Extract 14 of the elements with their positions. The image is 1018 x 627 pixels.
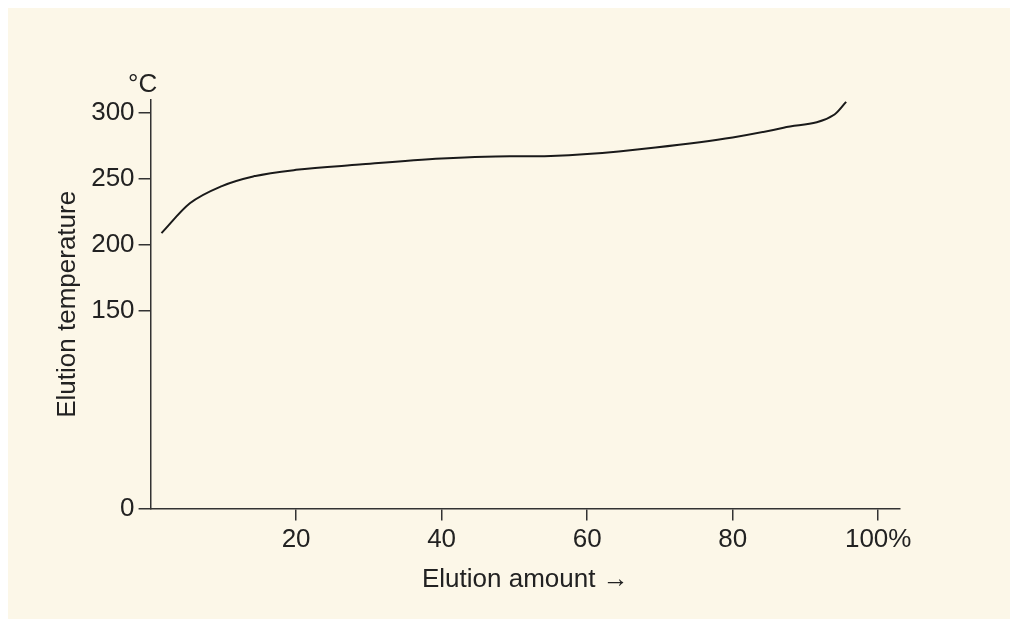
y-tick-label: 0 <box>120 491 135 522</box>
x-tick-label: 40 <box>427 523 457 554</box>
line-series <box>160 100 848 235</box>
x-tick-label: 100% <box>844 523 912 554</box>
y-tick-label: 250 <box>91 162 135 193</box>
text: °C <box>127 68 158 99</box>
x-tick-label: 60 <box>572 523 602 554</box>
y-tick-label: 150 <box>91 294 135 325</box>
x-tick-label: 80 <box>718 523 748 554</box>
y-tick-label: 300 <box>91 96 135 127</box>
y-axis-title: Elution temperature <box>50 190 81 418</box>
x-tick-label: 20 <box>281 523 311 554</box>
y-tick-label: 200 <box>91 228 135 259</box>
x-axis-title: Elution amount → <box>421 562 629 593</box>
